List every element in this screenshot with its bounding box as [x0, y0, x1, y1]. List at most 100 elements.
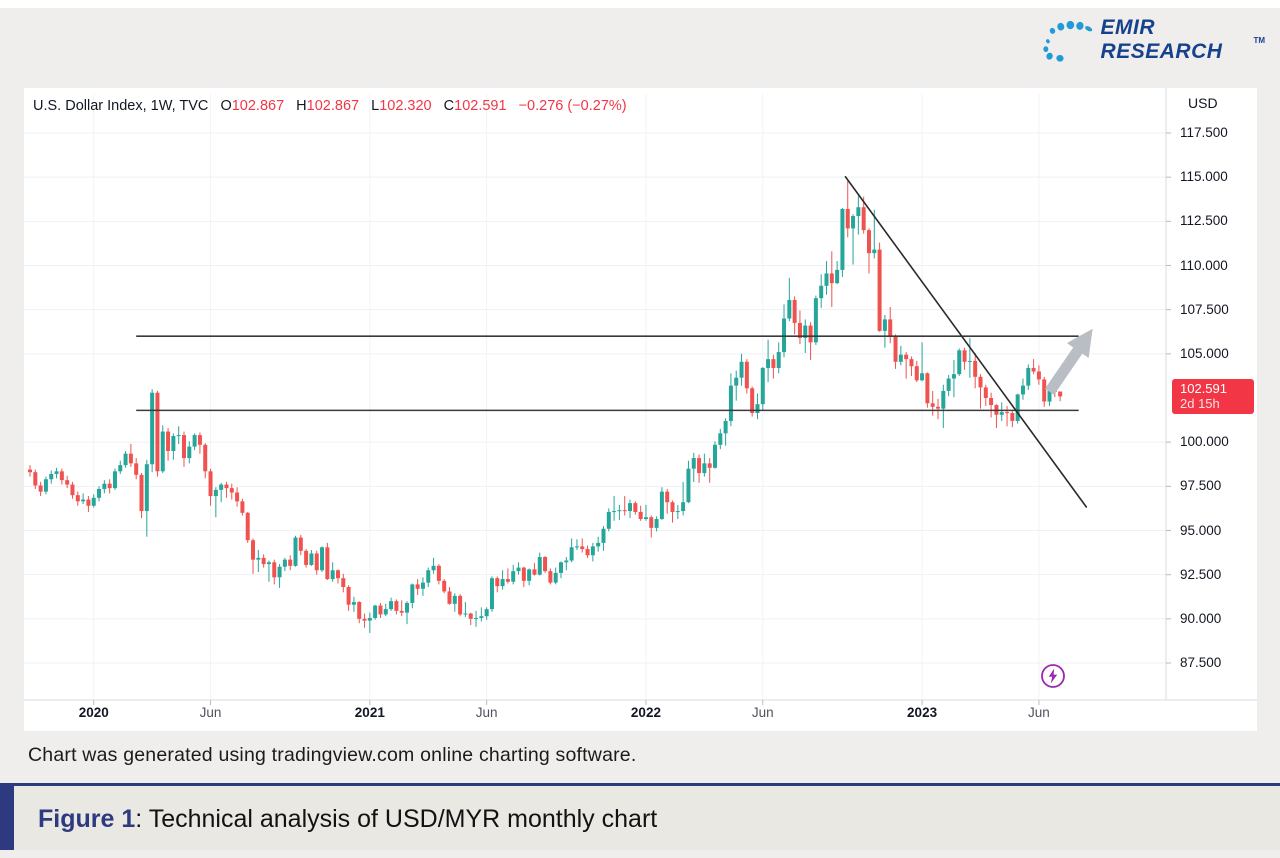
candle-body — [590, 546, 595, 556]
candle-body — [675, 511, 680, 513]
candle-body — [829, 273, 834, 284]
candle-body — [882, 319, 887, 331]
ohlc-open-value: 102.867 — [231, 98, 285, 114]
candle-body — [1047, 390, 1052, 402]
candle-body — [224, 484, 229, 489]
candle-body — [909, 359, 914, 367]
candle-body — [102, 483, 107, 489]
candle-body — [357, 602, 362, 619]
candle-body — [543, 557, 548, 572]
candle-body — [962, 350, 967, 362]
candle-body — [373, 605, 378, 618]
candle-body — [670, 502, 675, 512]
candle-body — [261, 557, 266, 565]
candle-body — [59, 471, 64, 481]
price-tick-label: 90.000 — [1180, 610, 1222, 626]
candle-body — [65, 480, 70, 485]
price-tick-label: 117.500 — [1180, 125, 1228, 140]
annotations — [136, 175, 1093, 509]
candle-body — [38, 485, 43, 492]
candle-body — [229, 488, 234, 493]
candle-body — [415, 584, 420, 589]
figure-label: Figure 1 — [38, 805, 136, 833]
candle-body — [601, 528, 606, 543]
candle-wick — [979, 374, 981, 409]
candle-wick — [464, 602, 466, 618]
candle-body — [1058, 391, 1063, 397]
candle-body — [893, 336, 898, 362]
candle-body — [54, 471, 59, 474]
candle-wick — [645, 504, 647, 521]
candle-wick — [401, 600, 403, 617]
ohlc-high-key: H — [296, 98, 307, 114]
candle-body — [654, 519, 659, 528]
candle-wick — [624, 496, 626, 516]
candle-body — [941, 390, 946, 409]
caption-divider — [0, 783, 1280, 786]
candle-body — [197, 435, 202, 445]
candle-body — [420, 582, 425, 589]
candle-body — [282, 559, 287, 567]
candle-body — [362, 618, 367, 621]
candle-body — [309, 553, 314, 565]
candle-body — [999, 412, 1004, 415]
candle-body — [399, 610, 404, 613]
candle-body — [744, 361, 749, 389]
candle-body — [808, 325, 813, 343]
candle-body — [33, 472, 38, 486]
time-tick-label: 2021 — [354, 705, 385, 720]
candle-body — [951, 374, 956, 379]
candle-body — [553, 572, 558, 583]
candle-wick — [1033, 359, 1035, 375]
symbol-ohlc-readout: U.S. Dollar Index, 1W, TVC O102.867 H102… — [33, 98, 627, 114]
candle-body — [468, 613, 473, 619]
candle-body — [335, 570, 340, 579]
candle-body — [697, 458, 702, 474]
last-price-value: 102.591 — [1180, 381, 1227, 397]
candle-body — [346, 587, 351, 605]
candle-body — [755, 404, 760, 414]
candle-body — [442, 580, 447, 592]
candle-body — [803, 325, 808, 338]
candle-body — [569, 547, 574, 561]
candle-body — [187, 446, 192, 459]
price-tick-label: 115.000 — [1180, 169, 1228, 185]
candle-body — [559, 562, 563, 573]
candle-body — [489, 578, 494, 610]
candle-body — [728, 385, 733, 421]
candle-body — [112, 471, 117, 489]
candle-body — [436, 565, 441, 581]
candle-body — [91, 497, 96, 506]
candle-wick — [852, 214, 854, 265]
candle-body — [495, 578, 500, 587]
candle-body — [776, 352, 781, 368]
candle-body — [877, 249, 882, 331]
emir-research-logo: EMIR RESEARCH TM — [1040, 14, 1265, 66]
candle-body — [617, 510, 622, 512]
candle-body — [516, 567, 521, 572]
candle-body — [1005, 412, 1010, 414]
candle-wick — [969, 337, 971, 378]
candle-body — [633, 503, 638, 512]
candle-wick — [995, 404, 997, 429]
price-change: −0.276 (−0.27%) — [518, 98, 627, 114]
candlestick-series — [28, 180, 1063, 633]
candle-body — [845, 208, 850, 229]
candle-body — [1036, 371, 1041, 380]
time-tick-label: 2022 — [630, 705, 661, 720]
candle-body — [330, 570, 335, 580]
gridlines — [24, 94, 1166, 700]
candle-body — [638, 511, 643, 520]
ohlc-close-key: C — [443, 98, 455, 114]
candle-body — [574, 546, 579, 548]
candle-wick — [225, 481, 227, 498]
candle-body — [351, 602, 356, 605]
candle-body — [649, 517, 654, 528]
candle-wick — [682, 481, 684, 516]
candle-wick — [581, 538, 583, 553]
candle-body — [134, 463, 139, 475]
figure-caption: Figure 1: Technical analysis of USD/MYR … — [38, 805, 657, 834]
candle-body — [580, 546, 585, 550]
candle-body — [782, 318, 787, 353]
candle-body — [139, 474, 144, 512]
